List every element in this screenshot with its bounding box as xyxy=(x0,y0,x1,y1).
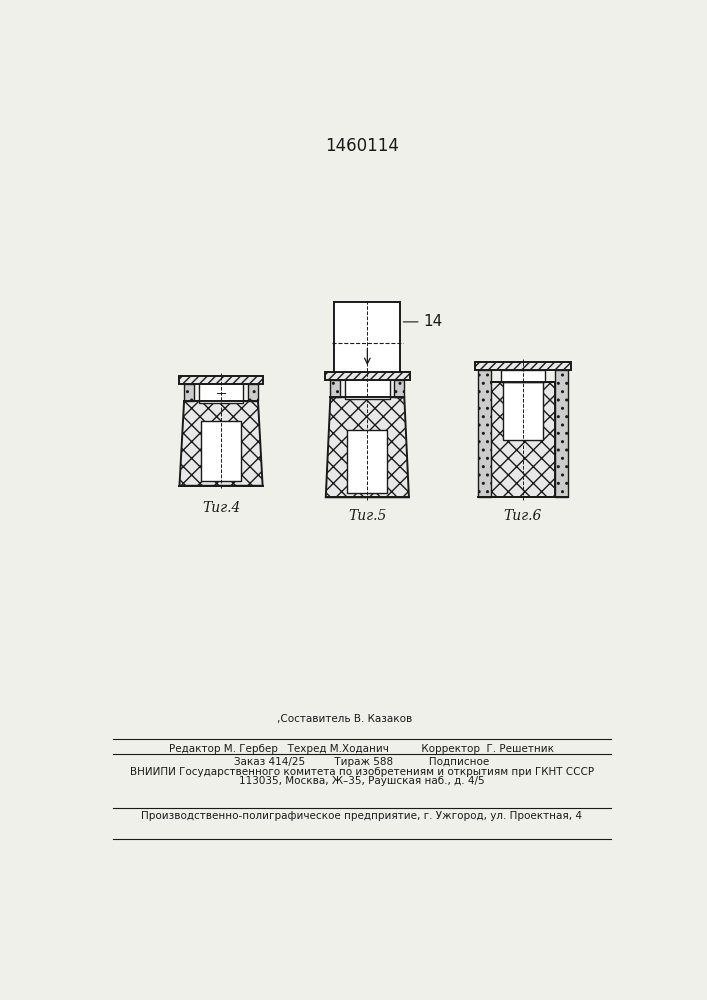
Bar xyxy=(501,370,545,382)
Bar xyxy=(334,302,400,372)
Bar xyxy=(330,380,340,397)
Bar xyxy=(491,382,555,497)
Bar xyxy=(325,372,409,380)
Text: Заказ 414/25         Тираж 588           Подписное: Заказ 414/25 Тираж 588 Подписное xyxy=(234,757,489,767)
Bar xyxy=(248,384,258,401)
Bar xyxy=(503,382,543,440)
Bar xyxy=(347,430,387,493)
Bar xyxy=(201,421,241,481)
Bar xyxy=(184,384,194,401)
Text: Τиг.6: Τиг.6 xyxy=(503,509,542,523)
Bar xyxy=(478,370,491,497)
Text: ВНИИПИ Государственного комитета по изобретениям и открытиям при ГКНТ СССР: ВНИИПИ Государственного комитета по изоб… xyxy=(130,767,594,777)
Text: ,Составитель В. Казаков: ,Составитель В. Казаков xyxy=(276,714,412,724)
Text: Производственно-полиграфическое предприятие, г. Ужгород, ул. Проектная, 4: Производственно-полиграфическое предприя… xyxy=(141,811,583,821)
Text: Редактор М. Гербер   Техред М.Ходанич          Корректор  Г. Решетник: Редактор М. Гербер Техред М.Ходанич Корр… xyxy=(170,744,554,754)
Bar xyxy=(345,379,390,399)
Text: Τиг.4: Τиг.4 xyxy=(202,501,240,515)
Polygon shape xyxy=(180,401,262,486)
Bar xyxy=(475,362,571,370)
Text: 113035, Москва, Ж–35, Раушская наб., д. 4/5: 113035, Москва, Ж–35, Раушская наб., д. … xyxy=(239,776,485,786)
Text: 1460114: 1460114 xyxy=(325,137,399,155)
Bar xyxy=(199,383,243,403)
Bar xyxy=(395,380,404,397)
Text: 14: 14 xyxy=(403,314,443,329)
Bar xyxy=(179,376,264,384)
Polygon shape xyxy=(326,397,409,497)
Text: Τиг.5: Τиг.5 xyxy=(348,509,387,523)
Bar xyxy=(555,370,568,497)
